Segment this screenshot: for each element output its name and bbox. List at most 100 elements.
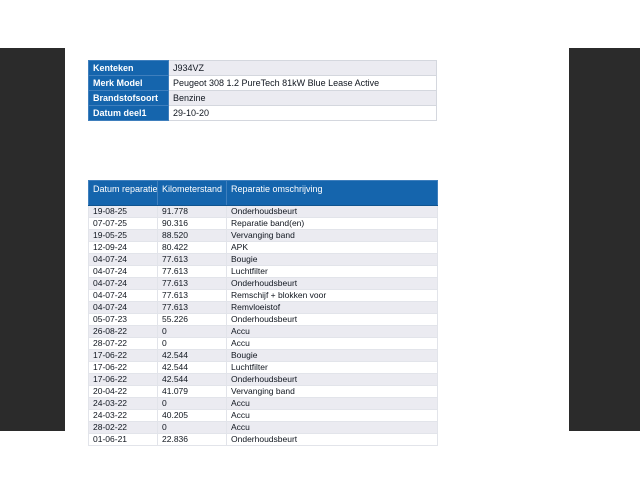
table-row: 26-08-22 0 Accu [88, 325, 438, 338]
repair-date-cell: 24-03-22 [88, 409, 158, 422]
kilometer-cell: 40.205 [157, 409, 227, 422]
repair-date-cell: 19-05-25 [88, 229, 158, 242]
repair-description-cell: Bougie [226, 349, 438, 362]
repair-date-cell: 17-06-22 [88, 361, 158, 374]
kilometer-cell: 90.316 [157, 217, 227, 230]
vehicle-field-value: J934VZ [168, 60, 437, 76]
vehicle-field-value: 29-10-20 [168, 105, 437, 121]
repair-description-cell: Vervanging band [226, 385, 438, 398]
kilometer-cell: 42.544 [157, 349, 227, 362]
repair-description-cell: Luchtfilter [226, 265, 438, 278]
vehicle-info-tbody: Kenteken J934VZ Merk Model Peugeot 308 1.2 … [88, 60, 437, 121]
vehicle-field-label: Merk Model [88, 75, 169, 91]
table-row: 05-07-23 55.226 Onderhoudsbeurt [88, 313, 438, 326]
repair-description-cell: Accu [226, 421, 438, 434]
kilometer-cell: 77.613 [157, 277, 227, 290]
repair-description-cell: Accu [226, 325, 438, 338]
table-row: 19-08-25 91.778 Onderhoudsbeurt [88, 205, 438, 218]
repair-date-cell: 19-08-25 [88, 205, 158, 218]
kilometer-cell: 22.836 [157, 433, 227, 446]
kilometer-cell: 0 [157, 325, 227, 338]
table-row: 17-06-22 42.544 Bougie [88, 349, 438, 362]
right-dark-panel [569, 48, 640, 431]
repair-description-cell: Onderhoudsbeurt [226, 373, 438, 386]
left-dark-panel [0, 48, 65, 431]
kilometer-cell: 0 [157, 337, 227, 350]
header-row: Datum reparatie Kilometerstand Reparatie… [88, 180, 438, 206]
repair-description-cell: Onderhoudsbeurt [226, 313, 438, 326]
repair-description-cell: APK [226, 241, 438, 254]
table-row: 17-06-22 42.544 Luchtfilter [88, 361, 438, 374]
table-row: 04-07-24 77.613 Remschijf + blokken voor [88, 289, 438, 302]
repair-date-cell: 26-08-22 [88, 325, 158, 338]
repair-description-cell: Remvloeistof [226, 301, 438, 314]
column-header-reparatie-omschrijving: Reparatie omschrijving [226, 180, 438, 206]
repair-date-cell: 04-07-24 [88, 289, 158, 302]
kilometer-cell: 91.778 [157, 205, 227, 218]
kilometer-cell: 55.226 [157, 313, 227, 326]
repair-date-cell: 04-07-24 [88, 265, 158, 278]
repair-date-cell: 01-06-21 [88, 433, 158, 446]
repair-description-cell: Reparatie band(en) [226, 217, 438, 230]
table-row: Brandstofsoort Benzine [88, 90, 437, 106]
repair-description-cell: Bougie [226, 253, 438, 266]
table-row: 04-07-24 77.613 Remvloeistof [88, 301, 438, 314]
vehicle-field-value: Peugeot 308 1.2 PureTech 81kW Blue Lease… [168, 75, 437, 91]
repair-date-cell: 07-07-25 [88, 217, 158, 230]
kilometer-cell: 42.544 [157, 361, 227, 374]
kilometer-cell: 77.613 [157, 253, 227, 266]
table-row: 04-07-24 77.613 Onderhoudsbeurt [88, 277, 438, 290]
table-row: 28-07-22 0 Accu [88, 337, 438, 350]
repair-date-cell: 28-07-22 [88, 337, 158, 350]
repair-history-header: Datum reparatie Kilometerstand Reparatie… [88, 180, 438, 206]
kilometer-cell: 0 [157, 397, 227, 410]
table-row: 24-03-22 40.205 Accu [88, 409, 438, 422]
kilometer-cell: 0 [157, 421, 227, 434]
vehicle-field-label: Kenteken [88, 60, 169, 76]
kilometer-cell: 77.613 [157, 289, 227, 302]
kilometer-cell: 88.520 [157, 229, 227, 242]
repair-date-cell: 04-07-24 [88, 277, 158, 290]
repair-description-cell: Accu [226, 397, 438, 410]
table-row: 20-04-22 41.079 Vervanging band [88, 385, 438, 398]
kilometer-cell: 77.613 [157, 301, 227, 314]
repair-description-cell: Onderhoudsbeurt [226, 205, 438, 218]
table-row: 04-07-24 77.613 Bougie [88, 253, 438, 266]
vehicle-field-label: Brandstofsoort [88, 90, 169, 106]
vehicle-info-table: Kenteken J934VZ Merk Model Peugeot 308 1.2 … [88, 60, 437, 121]
repair-description-cell: Accu [226, 337, 438, 350]
repair-date-cell: 04-07-24 [88, 301, 158, 314]
repair-description-cell: Accu [226, 409, 438, 422]
table-row: 19-05-25 88.520 Vervanging band [88, 229, 438, 242]
repair-history-table: Datum reparatie Kilometerstand Reparatie… [88, 180, 438, 446]
table-row: 04-07-24 77.613 Luchtfilter [88, 265, 438, 278]
repair-date-cell: 17-06-22 [88, 373, 158, 386]
repair-description-cell: Onderhoudsbeurt [226, 433, 438, 446]
table-row: 28-02-22 0 Accu [88, 421, 438, 434]
table-row: 01-06-21 22.836 Onderhoudsbeurt [88, 433, 438, 446]
repair-date-cell: 20-04-22 [88, 385, 158, 398]
table-row: Merk Model Peugeot 308 1.2 PureTech 81kW … [88, 75, 437, 91]
repair-date-cell: 24-03-22 [88, 397, 158, 410]
table-row: 24-03-22 0 Accu [88, 397, 438, 410]
vehicle-field-value: Benzine [168, 90, 437, 106]
repair-date-cell: 17-06-22 [88, 349, 158, 362]
table-row: 12-09-24 80.422 APK [88, 241, 438, 254]
repair-date-cell: 28-02-22 [88, 421, 158, 434]
table-row: Datum deel1 29-10-20 [88, 105, 437, 121]
repair-history-tbody: 19-08-25 91.778 Onderhoudsbeurt 07-07-25 90.… [88, 205, 438, 446]
repair-description-cell: Vervanging band [226, 229, 438, 242]
table-row: 17-06-22 42.544 Onderhoudsbeurt [88, 373, 438, 386]
column-header-datum-reparatie: Datum reparatie [88, 180, 158, 206]
kilometer-cell: 41.079 [157, 385, 227, 398]
kilometer-cell: 80.422 [157, 241, 227, 254]
column-header-kilometerstand: Kilometerstand [157, 180, 227, 206]
repair-date-cell: 05-07-23 [88, 313, 158, 326]
repair-date-cell: 12-09-24 [88, 241, 158, 254]
kilometer-cell: 42.544 [157, 373, 227, 386]
kilometer-cell: 77.613 [157, 265, 227, 278]
repair-description-cell: Remschijf + blokken voor [226, 289, 438, 302]
repair-description-cell: Luchtfilter [226, 361, 438, 374]
table-row: 07-07-25 90.316 Reparatie band(en) [88, 217, 438, 230]
